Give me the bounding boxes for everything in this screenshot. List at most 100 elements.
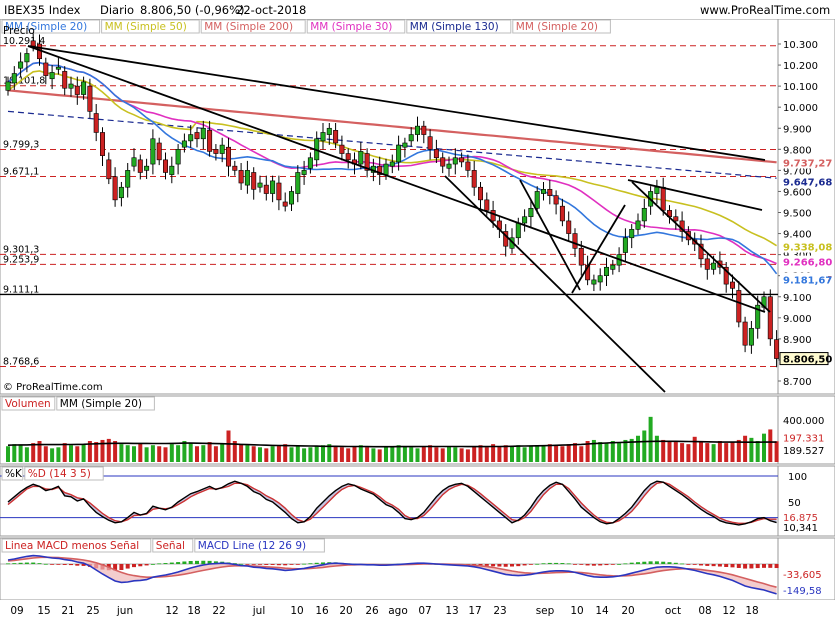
volume-bar <box>31 443 36 462</box>
volume-bar <box>541 446 546 462</box>
volume-bar <box>207 442 212 462</box>
price-tick-label: 8.700 <box>783 377 812 388</box>
volume-bar <box>522 447 527 462</box>
macd-hist-bar <box>169 562 174 564</box>
candle-body <box>68 83 74 89</box>
macd-hist-bar <box>724 564 729 567</box>
volume-bar <box>81 444 86 462</box>
volume-bar <box>358 445 363 462</box>
volume-bar <box>428 445 433 462</box>
price-level-label: 10.291,4 <box>3 36 45 47</box>
candle-body <box>383 163 389 175</box>
volume-bar <box>453 447 458 462</box>
macd-legend-item-1: Señal <box>156 540 185 552</box>
candle-body <box>673 216 679 222</box>
candle-body <box>112 176 118 201</box>
volume-bar <box>566 444 571 462</box>
stoch-tag-box <box>780 511 828 523</box>
macd-hist-bar <box>188 561 193 564</box>
volume-bar <box>686 444 691 462</box>
volume-bar <box>604 443 609 462</box>
macd-tag-box <box>780 568 828 580</box>
volume-bar <box>295 446 300 462</box>
candle-body <box>471 170 477 188</box>
x-tick-label: jul <box>252 605 266 617</box>
macd-hist-bar <box>157 563 162 565</box>
macd-hist-bar <box>245 564 250 565</box>
macd-hist-bar <box>75 564 80 566</box>
candle-body <box>459 157 465 163</box>
macd-hist-bar <box>541 563 546 565</box>
macd-hist-bar <box>573 564 577 565</box>
macd-hist-bar <box>201 560 206 564</box>
macd-hist-bar <box>617 564 622 565</box>
volume-bar <box>113 441 118 462</box>
candle-body <box>295 172 301 194</box>
volume-tag-label: 189.527 <box>783 446 824 457</box>
volume-bar <box>176 445 181 462</box>
volume-bar <box>87 441 92 462</box>
x-tick-label: 22 <box>212 605 225 617</box>
candle-body <box>377 165 383 175</box>
stoch-tag-box <box>780 521 828 533</box>
macd-hist-bar <box>24 562 29 564</box>
price-tick-label: 10.300 <box>783 40 818 51</box>
candle-body <box>156 142 162 161</box>
macd-hist-bar <box>138 564 143 567</box>
volume-bar <box>516 445 521 462</box>
macd-hist-bar <box>642 561 647 564</box>
price-tick-label: 9.800 <box>783 145 812 156</box>
price-legend-box-4 <box>406 19 512 34</box>
macd-hist-bar <box>554 562 559 564</box>
candle-body <box>163 159 169 173</box>
macd-hist-bar <box>295 564 300 565</box>
macd-line <box>7 554 777 595</box>
macd-hist-bar <box>207 560 212 564</box>
price-tick-label: 10.100 <box>783 82 818 93</box>
candle-body <box>704 258 710 270</box>
macd-hist-bar <box>43 563 48 565</box>
price-level-label: 8.768,6 <box>3 357 39 368</box>
volume-bar <box>560 446 565 462</box>
candle-body <box>144 165 150 171</box>
macd-hist-bar <box>579 564 584 565</box>
volume-bar <box>396 445 401 462</box>
price-tag-box <box>780 255 828 268</box>
macd-hist-bar <box>478 564 483 566</box>
volume-bar <box>484 447 489 462</box>
volume-bar <box>289 447 294 462</box>
chart-header: IBEX35 Index Diario 8.806,50 (-0,96%) 22… <box>0 0 835 20</box>
macd-hist-bar <box>276 564 281 566</box>
candle-body <box>43 62 49 76</box>
symbol-title: IBEX35 Index <box>4 3 81 17</box>
volume-bar <box>37 441 42 462</box>
price-tick-label: 9.700 <box>783 166 812 177</box>
candle-body <box>622 237 628 253</box>
candle-body <box>358 151 364 165</box>
macd-hist-bar <box>176 562 181 564</box>
price-level-label: 9.301,3 <box>3 244 39 255</box>
volume-bar <box>24 447 29 462</box>
trendline-rebound <box>571 204 626 294</box>
macd-hist-bar <box>314 562 319 564</box>
macd-tag-label: -33,605 <box>783 570 822 581</box>
price-legend-item-0: MM (Simple 20) <box>5 21 87 33</box>
candle-body <box>276 182 282 201</box>
candle-body <box>610 264 616 270</box>
volume-bar <box>755 441 760 462</box>
candle-body <box>270 180 276 194</box>
candle-body <box>5 81 11 91</box>
macd-hist-bar <box>566 563 571 565</box>
volume-bar <box>182 441 187 462</box>
volume-bar <box>201 445 206 462</box>
price-tick-label: 9.400 <box>783 230 812 241</box>
candle-body <box>137 159 143 173</box>
volume-bar <box>629 438 634 462</box>
candle-body <box>333 130 339 144</box>
price-legend-item-4: MM (Simple 130) <box>410 21 499 33</box>
volume-legend-item-0: Volumen <box>5 398 51 410</box>
candle-body <box>698 243 704 260</box>
macd-hist-bar <box>195 560 199 564</box>
price-legend-item-1: MM (Simple 50) <box>105 21 187 33</box>
volume-bar <box>591 439 596 462</box>
